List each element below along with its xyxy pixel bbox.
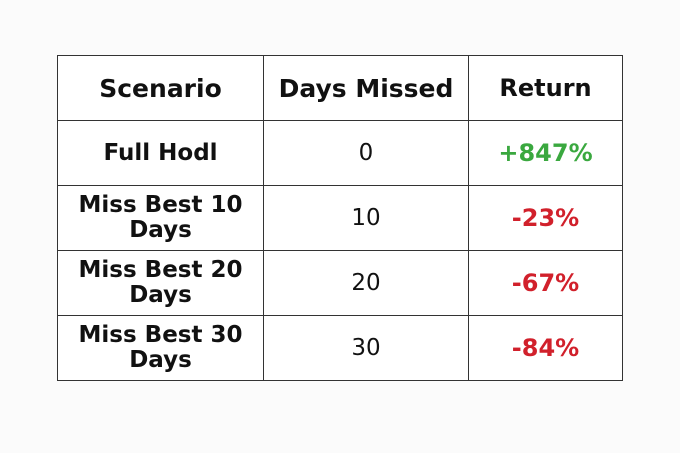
scenario-cell: Miss Best 10 Days [57, 185, 264, 251]
returns-table: Scenario Days Missed Return Full Hodl 0 … [57, 55, 623, 381]
scenario-cell: Full Hodl [57, 120, 264, 186]
header-row: Scenario Days Missed Return [57, 55, 623, 121]
return-cell: -23% [468, 185, 623, 251]
table-row: Miss Best 20 Days 20 -67% [57, 250, 623, 316]
header-return: Return [468, 55, 623, 121]
return-cell: -67% [468, 250, 623, 316]
return-cell: +847% [468, 120, 623, 186]
days-missed-cell: 20 [263, 250, 469, 316]
header-scenario: Scenario [57, 55, 264, 121]
scenario-cell: Miss Best 20 Days [57, 250, 264, 316]
header-days-missed: Days Missed [263, 55, 469, 121]
days-missed-cell: 0 [263, 120, 469, 186]
table-row: Full Hodl 0 +847% [57, 120, 623, 186]
return-cell: -84% [468, 315, 623, 381]
table-row: Miss Best 30 Days 30 -84% [57, 315, 623, 381]
days-missed-cell: 30 [263, 315, 469, 381]
days-missed-cell: 10 [263, 185, 469, 251]
table-row: Miss Best 10 Days 10 -23% [57, 185, 623, 251]
scenario-cell: Miss Best 30 Days [57, 315, 264, 381]
